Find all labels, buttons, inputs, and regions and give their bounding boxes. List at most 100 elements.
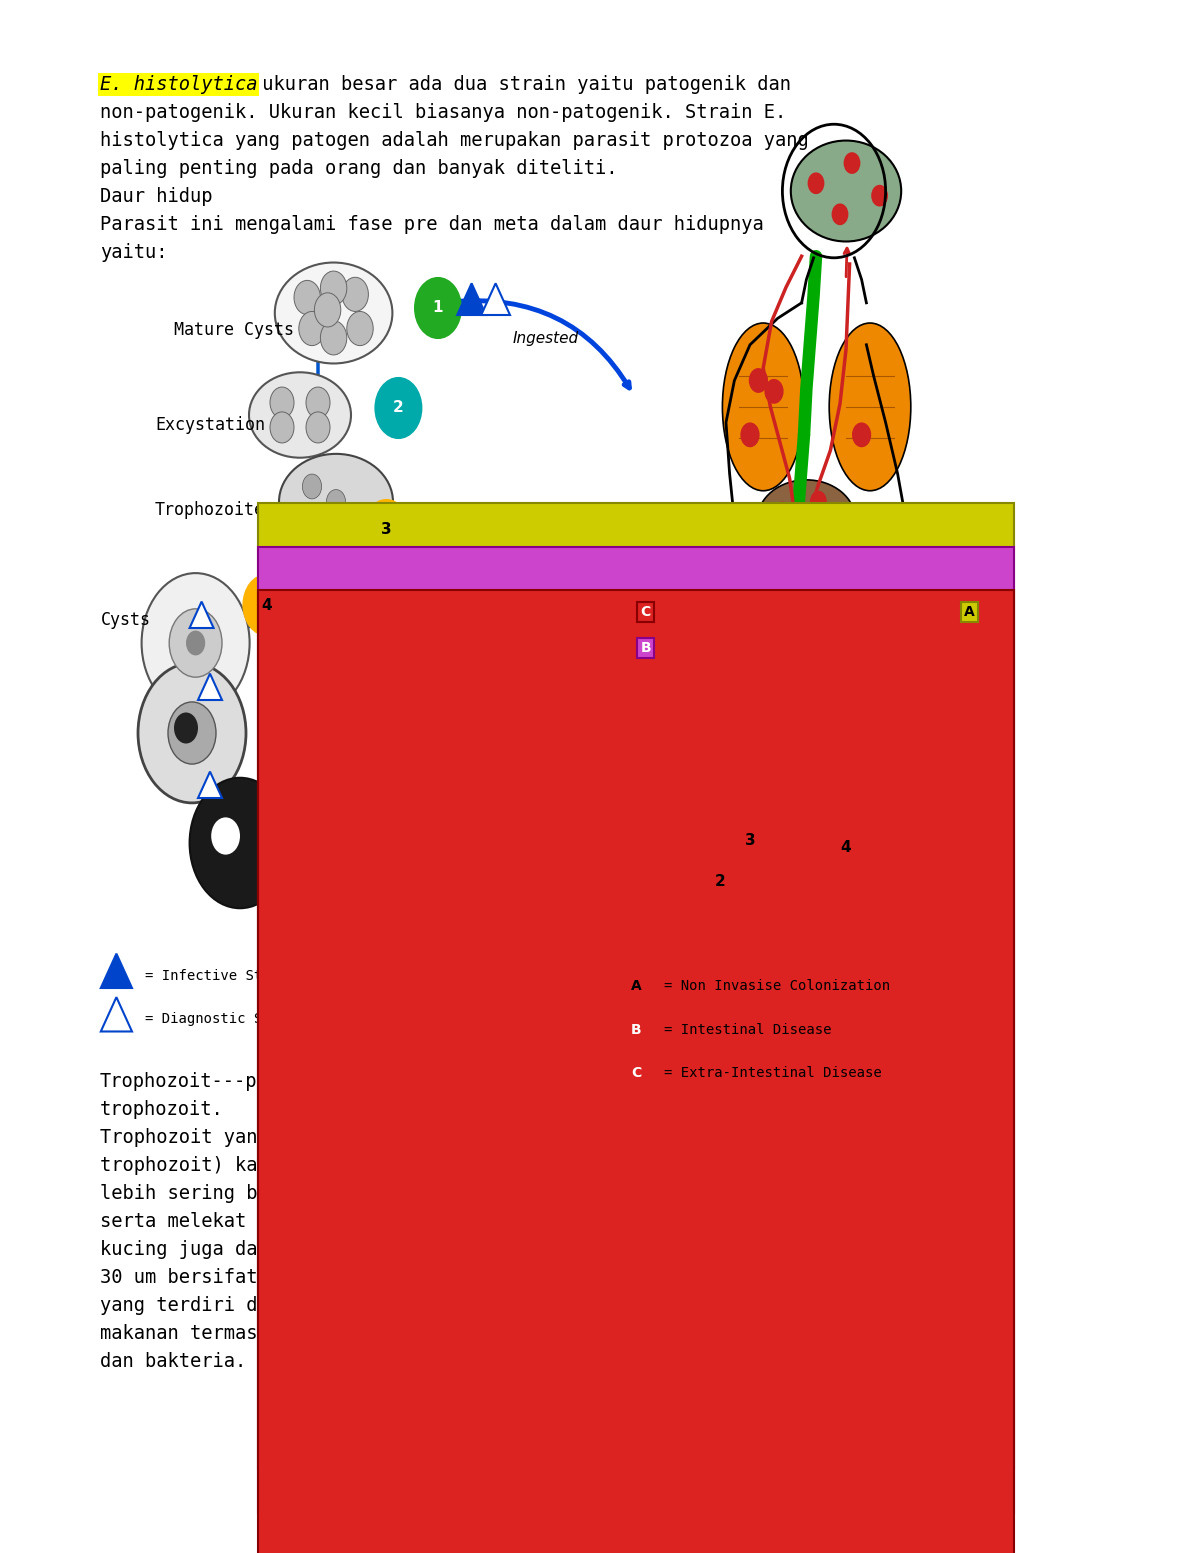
Polygon shape <box>979 601 1001 624</box>
Text: = Diagnostic Stage: = Diagnostic Stage <box>145 1013 296 1027</box>
Circle shape <box>306 412 330 443</box>
Ellipse shape <box>763 620 821 654</box>
Text: 30 um bersifat monopodial (satu pseudopodia besar). Cytoplasma: 30 um bersifat monopodial (satu pseudopo… <box>100 1267 797 1287</box>
Circle shape <box>774 502 791 523</box>
Polygon shape <box>457 283 486 315</box>
Circle shape <box>142 573 250 713</box>
Text: A: A <box>965 606 974 620</box>
Circle shape <box>302 474 322 499</box>
FancyBboxPatch shape <box>258 547 1014 1513</box>
Polygon shape <box>296 893 323 922</box>
Circle shape <box>820 814 872 882</box>
Polygon shape <box>198 674 222 700</box>
Ellipse shape <box>250 373 352 458</box>
Circle shape <box>749 368 768 393</box>
Circle shape <box>350 505 370 530</box>
Circle shape <box>169 609 222 677</box>
Text: lebih sering berada di colon dan rectum dari orang atau monyet: lebih sering berada di colon dan rectum … <box>100 1183 797 1204</box>
Text: B: B <box>641 641 650 655</box>
Ellipse shape <box>791 141 901 242</box>
Circle shape <box>343 898 367 929</box>
Text: Trophozoite: Trophozoite <box>155 502 265 519</box>
Text: Cysts: Cysts <box>101 610 151 629</box>
Circle shape <box>270 412 294 443</box>
Ellipse shape <box>775 626 876 704</box>
Text: trophozoit.: trophozoit. <box>100 1100 223 1120</box>
Polygon shape <box>406 632 430 658</box>
Text: = Extra-Intestinal Disease: = Extra-Intestinal Disease <box>664 1067 881 1081</box>
Text: serta melekat pada mukosa. Hewan mamalia lain seperti anjing dan: serta melekat pada mukosa. Hewan mamalia… <box>100 1211 820 1232</box>
Text: C: C <box>641 606 650 620</box>
Ellipse shape <box>757 480 856 561</box>
Polygon shape <box>481 283 510 315</box>
Text: Trophozoites: Trophozoites <box>414 655 534 674</box>
Ellipse shape <box>829 323 911 491</box>
Circle shape <box>342 278 368 312</box>
Circle shape <box>694 848 746 916</box>
Circle shape <box>871 185 888 207</box>
Text: Excystation: Excystation <box>155 416 265 433</box>
FancyBboxPatch shape <box>258 503 1014 1469</box>
Text: = Non Invasise Colonization: = Non Invasise Colonization <box>664 980 889 994</box>
Text: 4: 4 <box>841 840 851 856</box>
Circle shape <box>242 575 290 637</box>
Circle shape <box>422 599 442 624</box>
Circle shape <box>828 517 845 539</box>
Text: Trophozoit yang mengandung beberapa nukleus (uni nucleate: Trophozoit yang mengandung beberapa nukl… <box>100 1127 740 1148</box>
Circle shape <box>138 663 246 803</box>
Text: 1: 1 <box>433 300 443 315</box>
Text: makanan termasuk erytrocyt, leucocyte, sel epithel dari hospes: makanan termasuk erytrocyt, leucocyte, s… <box>100 1325 797 1343</box>
Circle shape <box>306 387 330 418</box>
Circle shape <box>294 281 320 315</box>
Circle shape <box>832 203 848 225</box>
Polygon shape <box>101 954 132 988</box>
Text: Feces: Feces <box>464 941 508 955</box>
Text: C: C <box>631 1067 641 1081</box>
Text: 2: 2 <box>715 874 725 890</box>
Circle shape <box>168 702 216 764</box>
Text: trophozoit) kadang tinggal dibagian bawah usus halus, tetapi: trophozoit) kadang tinggal dibagian bawa… <box>100 1155 775 1176</box>
Text: kucing juga dapat terinfeksi. Trophozoit yang motil berukuran 18-: kucing juga dapat terinfeksi. Trophozoit… <box>100 1239 830 1259</box>
Text: Parasit ini mengalami fase pre dan meta dalam daur hidupnya: Parasit ini mengalami fase pre dan meta … <box>100 214 763 235</box>
Text: 2: 2 <box>394 401 403 416</box>
Ellipse shape <box>275 262 392 363</box>
Circle shape <box>174 713 198 744</box>
Circle shape <box>852 422 871 447</box>
FancyBboxPatch shape <box>258 590 1014 1553</box>
Ellipse shape <box>764 554 834 601</box>
Polygon shape <box>320 893 347 922</box>
Circle shape <box>300 898 324 929</box>
Circle shape <box>299 312 325 346</box>
Polygon shape <box>402 511 426 537</box>
Circle shape <box>186 631 205 655</box>
Circle shape <box>326 489 346 514</box>
Text: 4: 4 <box>262 598 271 612</box>
Text: paling penting pada orang dan banyak diteliti.: paling penting pada orang dan banyak dit… <box>100 158 618 179</box>
Circle shape <box>422 646 442 671</box>
Circle shape <box>724 806 776 874</box>
Circle shape <box>740 422 760 447</box>
Text: Mature Cysts: Mature Cysts <box>174 321 294 339</box>
Circle shape <box>414 276 462 339</box>
Text: non-patogenik. Ukuran kecil biasanya non-patogenik. Strain E.: non-patogenik. Ukuran kecil biasanya non… <box>100 102 786 123</box>
Polygon shape <box>655 637 677 660</box>
Circle shape <box>320 321 347 356</box>
Circle shape <box>362 499 410 561</box>
Circle shape <box>844 152 860 174</box>
Text: 3: 3 <box>745 832 755 848</box>
Text: yaitu:: yaitu: <box>100 242 168 262</box>
Text: histolytica yang patogen adalah merupakan parasit protozoa yang: histolytica yang patogen adalah merupaka… <box>100 130 809 151</box>
Circle shape <box>270 387 294 418</box>
Text: ukuran besar ada dua strain yaitu patogenik dan: ukuran besar ada dua strain yaitu patoge… <box>251 75 791 95</box>
Circle shape <box>300 873 324 904</box>
Text: E. histolytica: E. histolytica <box>100 75 258 95</box>
Circle shape <box>190 778 290 909</box>
Text: 3: 3 <box>382 522 391 537</box>
Ellipse shape <box>280 453 394 550</box>
Text: A: A <box>631 980 641 994</box>
Text: Ingested: Ingested <box>512 331 580 345</box>
Polygon shape <box>190 601 214 627</box>
Polygon shape <box>198 772 222 798</box>
Circle shape <box>314 294 341 328</box>
Text: B: B <box>631 1023 641 1037</box>
